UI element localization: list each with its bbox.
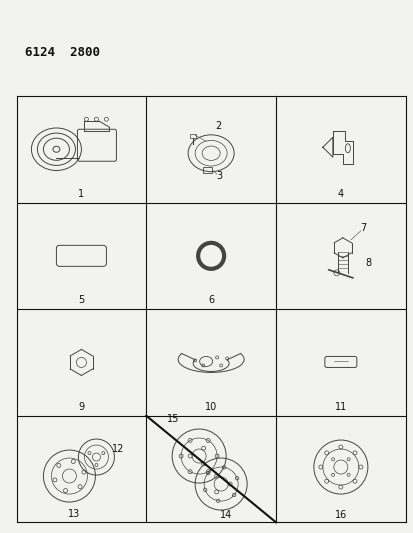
Text: 6124  2800: 6124 2800 [25, 46, 100, 59]
Text: 15: 15 [167, 414, 179, 424]
Text: 2: 2 [214, 121, 221, 131]
Text: 4: 4 [337, 189, 343, 198]
Text: 13: 13 [68, 510, 81, 519]
Bar [203, 167, 211, 173]
Text: 12: 12 [112, 444, 124, 454]
Text: 7: 7 [359, 223, 365, 233]
Text: 9: 9 [78, 402, 84, 411]
Text: 3: 3 [216, 171, 222, 181]
Text: 14: 14 [219, 510, 232, 520]
Text: 6: 6 [208, 295, 214, 305]
Text: 1: 1 [78, 189, 84, 198]
Text: 11: 11 [334, 402, 346, 411]
Text: 5: 5 [78, 295, 84, 305]
Ellipse shape [202, 247, 220, 265]
Text: 16: 16 [334, 510, 346, 520]
Text: 8: 8 [365, 258, 371, 268]
Text: 10: 10 [204, 402, 217, 411]
